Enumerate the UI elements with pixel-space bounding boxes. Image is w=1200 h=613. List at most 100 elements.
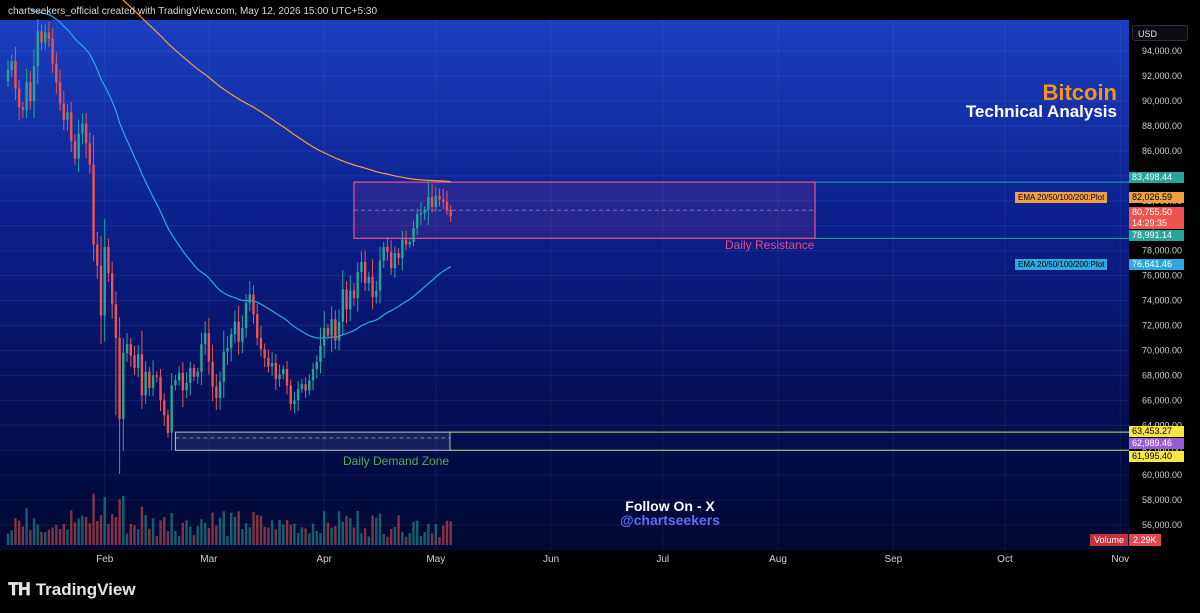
volume-bar	[174, 530, 177, 545]
volume-bar	[125, 533, 129, 545]
candle-body	[14, 61, 17, 89]
volume-bar	[181, 522, 185, 545]
candle-body	[323, 328, 326, 346]
x-tick-label: Aug	[769, 554, 787, 565]
volume-bar	[315, 531, 318, 545]
volume-bar	[352, 527, 356, 545]
volume-bar	[62, 524, 65, 545]
volume-bar	[6, 533, 10, 545]
candle-body	[449, 209, 452, 217]
volume-bar	[393, 527, 397, 545]
candle-body	[110, 273, 114, 305]
attribution-text: chartseekers_official created with Tradi…	[8, 6, 377, 17]
volume-bar	[337, 511, 341, 545]
volume-bar	[285, 520, 289, 545]
candle-body	[244, 303, 248, 329]
volume-bar	[367, 536, 371, 545]
candle-body	[412, 228, 415, 242]
volume-bar	[233, 516, 237, 545]
volume-bar	[215, 525, 218, 545]
y-tick-label: 90,000.00	[1142, 96, 1182, 106]
candle-body	[371, 276, 374, 297]
volume-bar	[137, 529, 140, 545]
volume-bar	[99, 515, 103, 545]
candle-body	[118, 338, 121, 420]
candle-body	[352, 290, 356, 299]
candle-body	[282, 369, 285, 375]
volume-bar	[371, 515, 374, 545]
candle-body	[233, 321, 237, 335]
candle-body	[218, 381, 222, 398]
volume-bar	[341, 521, 344, 545]
candle-body	[129, 344, 132, 356]
candle-body	[174, 380, 177, 386]
volume-bar	[319, 533, 322, 545]
candle-body	[308, 380, 311, 391]
volume-bar	[73, 522, 77, 545]
volume-bar	[192, 535, 196, 545]
volume-bar	[389, 529, 393, 545]
grid-lines	[0, 20, 1129, 550]
candle-body	[393, 253, 397, 269]
chart-subtitle: Technical Analysis	[965, 102, 1117, 121]
candle-body	[404, 239, 408, 245]
volume-bar	[88, 523, 92, 545]
y-tick-label: 64,000.00	[1142, 420, 1182, 430]
candle-body	[40, 31, 43, 43]
volume-bar	[129, 523, 132, 545]
candle-body	[386, 246, 389, 252]
volume-bar	[44, 532, 47, 545]
volume-bar	[375, 517, 378, 545]
demand-zone-label: Daily Demand Zone	[343, 454, 450, 468]
volume-bar	[267, 527, 270, 545]
candle-body	[17, 88, 21, 108]
volume-bar	[382, 533, 385, 545]
volume-bar	[96, 521, 99, 545]
tradingview-logo-icon: 𝐓𝐇	[8, 580, 31, 599]
candle-body	[341, 289, 344, 322]
ema-fast-line	[29, 8, 451, 339]
candle-body	[177, 372, 181, 381]
x-tick-label: Jul	[656, 554, 669, 565]
volume-bar	[256, 515, 259, 545]
demand-zone-box	[174, 431, 451, 451]
candle-body	[88, 143, 92, 165]
volume-bar	[218, 517, 222, 545]
y-tick-label: 74,000.00	[1142, 296, 1182, 306]
candle-body	[397, 253, 400, 259]
candle-body	[196, 371, 199, 377]
candle-body	[166, 415, 170, 433]
currency-badge[interactable]: USD	[1132, 25, 1188, 41]
volume-bar	[58, 529, 62, 545]
x-tick-label: Nov	[1111, 554, 1129, 565]
x-tick-label: Jun	[543, 554, 559, 565]
zones	[174, 181, 1129, 451]
volume-bar	[289, 524, 292, 545]
volume-bar	[349, 518, 352, 545]
candle-body	[300, 384, 304, 390]
candle-body	[81, 123, 84, 134]
candle-body	[375, 290, 378, 297]
candle-body	[293, 400, 296, 405]
volume-bar	[252, 511, 255, 545]
volume-bar	[445, 520, 449, 545]
volume-badge[interactable]: Volume 2.29K	[1090, 534, 1161, 546]
volume-value: 2.29K	[1129, 534, 1161, 546]
candle-body	[84, 123, 88, 144]
follow-text: Follow On - X	[625, 498, 715, 514]
volume-bars	[6, 493, 452, 545]
tradingview-logo[interactable]: 𝐓𝐇 TradingView	[8, 580, 136, 600]
candle-body	[207, 333, 211, 362]
candle-body	[285, 369, 289, 386]
candle-body	[278, 374, 281, 380]
volume-bar	[226, 535, 229, 545]
candle-body	[55, 63, 58, 83]
x-tick-label: Apr	[316, 554, 332, 565]
last-price-tag: 80,755.50	[1129, 207, 1184, 218]
volume-bar	[200, 519, 203, 545]
volume-bar	[114, 517, 118, 545]
candle-body	[96, 244, 99, 266]
volume-bar	[360, 533, 363, 545]
